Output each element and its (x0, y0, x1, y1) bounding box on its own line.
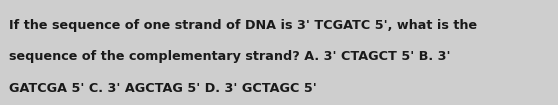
Text: If the sequence of one strand of DNA is 3' TCGATC 5', what is the: If the sequence of one strand of DNA is … (9, 19, 477, 32)
Text: sequence of the complementary strand? A. 3' CTAGCT 5' B. 3': sequence of the complementary strand? A.… (9, 50, 450, 63)
Text: GATCGA 5' C. 3' AGCTAG 5' D. 3' GCTAGC 5': GATCGA 5' C. 3' AGCTAG 5' D. 3' GCTAGC 5… (9, 82, 317, 95)
